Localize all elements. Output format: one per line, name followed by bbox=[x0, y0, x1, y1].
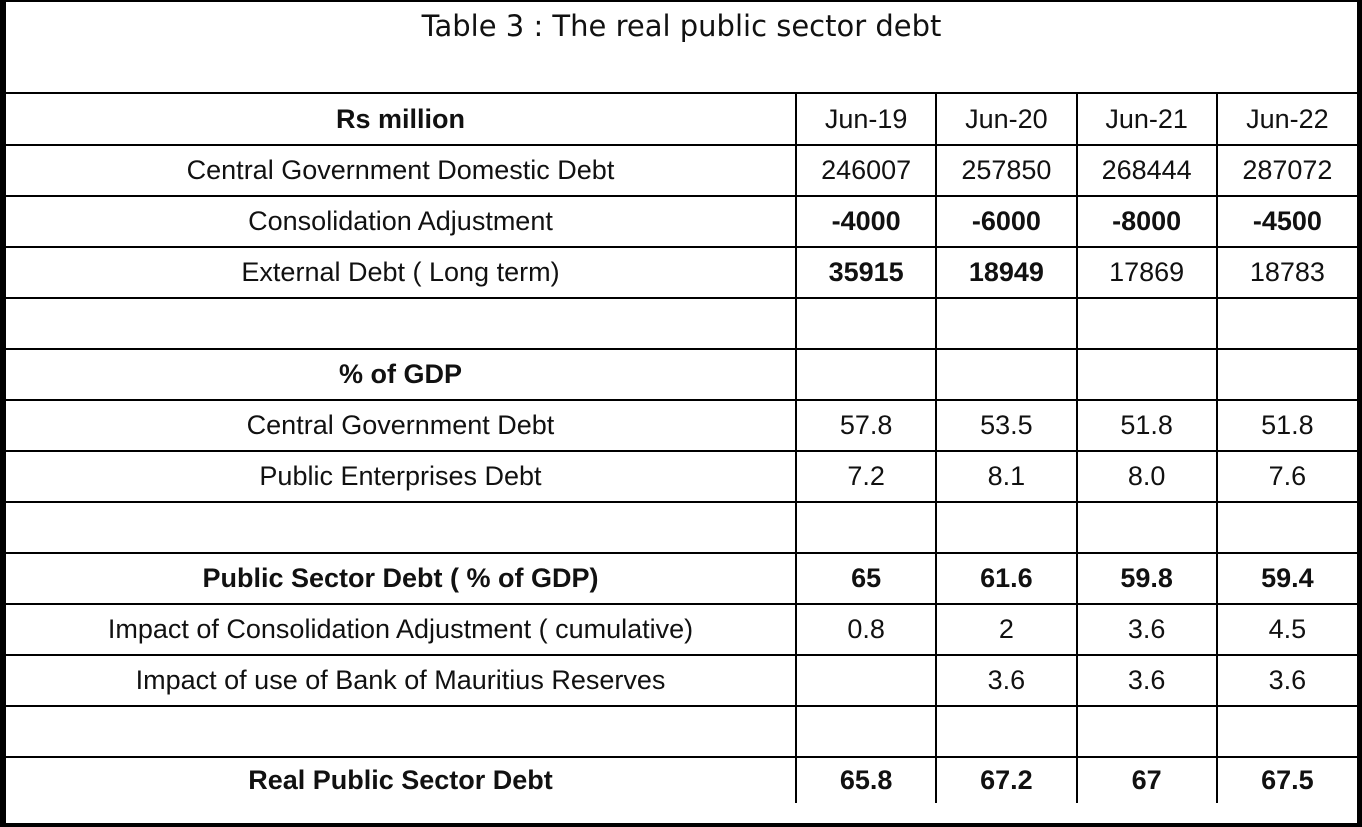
row-label: External Debt ( Long term) bbox=[6, 246, 796, 298]
value-cell: 246007 bbox=[794, 144, 937, 196]
table-row: Public Enterprises Debt 7.2 8.1 8.0 7.6 bbox=[6, 450, 1357, 502]
value-cell: -6000 bbox=[935, 195, 1077, 247]
row-label: Central Government Domestic Debt bbox=[6, 144, 796, 196]
value-cell: 67 bbox=[1075, 756, 1217, 803]
table-row: Impact of use of Bank of Mauritius Reser… bbox=[6, 654, 1357, 706]
table-row bbox=[6, 297, 1357, 349]
value-cell: -4500 bbox=[1215, 195, 1357, 247]
value-cell: -4000 bbox=[794, 195, 937, 247]
value-cell: 257850 bbox=[935, 144, 1077, 196]
row-label: % of GDP bbox=[6, 348, 796, 400]
value-cell bbox=[1075, 297, 1217, 349]
table-row bbox=[6, 501, 1357, 553]
value-cell: 59.8 bbox=[1075, 552, 1217, 604]
row-label bbox=[6, 705, 796, 757]
value-cell bbox=[1075, 348, 1217, 400]
value-cell bbox=[1075, 501, 1217, 553]
value-cell: 287072 bbox=[1215, 144, 1357, 196]
value-cell: 67.2 bbox=[935, 756, 1077, 803]
value-cell bbox=[794, 654, 937, 706]
value-cell: 35915 bbox=[794, 246, 937, 298]
value-cell: 8.0 bbox=[1075, 450, 1217, 502]
table-title: Table 3 : The real public sector debt bbox=[6, 2, 1357, 94]
value-cell: Jun-19 bbox=[794, 94, 937, 145]
row-label bbox=[6, 297, 796, 349]
row-label bbox=[6, 501, 796, 553]
value-cell: 7.6 bbox=[1215, 450, 1357, 502]
value-cell: 57.8 bbox=[794, 399, 937, 451]
table-row: Real Public Sector Debt 65.8 67.2 67 67.5 bbox=[6, 756, 1357, 803]
value-cell bbox=[1215, 297, 1357, 349]
value-cell bbox=[794, 297, 937, 349]
value-cell: 61.6 bbox=[935, 552, 1077, 604]
table-row bbox=[6, 705, 1357, 757]
table-row: Public Sector Debt ( % of GDP) 65 61.6 59.8… bbox=[6, 552, 1357, 604]
value-cell: 3.6 bbox=[1075, 654, 1217, 706]
value-cell: 18949 bbox=[935, 246, 1077, 298]
value-cell: 2 bbox=[935, 603, 1077, 655]
row-label: Consolidation Adjustment bbox=[6, 195, 796, 247]
row-label: Central Government Debt bbox=[6, 399, 796, 451]
value-cell bbox=[935, 348, 1077, 400]
table-row: Rs million Jun-19 Jun-20 Jun-21 Jun-22 bbox=[6, 94, 1357, 145]
value-cell: 4.5 bbox=[1215, 603, 1357, 655]
value-cell bbox=[935, 501, 1077, 553]
value-cell: 0.8 bbox=[794, 603, 937, 655]
table-row: Consolidation Adjustment -4000 -6000 -8000-… bbox=[6, 195, 1357, 247]
value-cell bbox=[794, 501, 937, 553]
table-row: Central Government Debt 57.8 53.5 51.8 51.8 bbox=[6, 399, 1357, 451]
value-cell: 268444 bbox=[1075, 144, 1217, 196]
row-label: Real Public Sector Debt bbox=[6, 756, 796, 803]
table-row: External Debt ( Long term) 35915 18949 1786… bbox=[6, 246, 1357, 298]
value-cell: 59.4 bbox=[1215, 552, 1357, 604]
row-label: Impact of Consolidation Adjustment ( cum… bbox=[6, 603, 796, 655]
value-cell: 53.5 bbox=[935, 399, 1077, 451]
value-cell bbox=[935, 705, 1077, 757]
value-cell: 3.6 bbox=[1215, 654, 1357, 706]
value-cell: 17869 bbox=[1075, 246, 1217, 298]
table-row: Impact of Consolidation Adjustment ( cum… bbox=[6, 603, 1357, 655]
value-cell bbox=[1215, 501, 1357, 553]
value-cell: Jun-22 bbox=[1215, 94, 1357, 145]
row-label: Public Sector Debt ( % of GDP) bbox=[6, 552, 796, 604]
value-cell: 3.6 bbox=[1075, 603, 1217, 655]
table-row: % of GDP bbox=[6, 348, 1357, 400]
debt-table-body: Rs million Jun-19 Jun-20 Jun-21 Jun-22 Centra… bbox=[6, 94, 1357, 803]
value-cell: 65 bbox=[794, 552, 937, 604]
value-cell bbox=[935, 297, 1077, 349]
value-cell bbox=[794, 348, 937, 400]
row-label: Impact of use of Bank of Mauritius Reser… bbox=[6, 654, 796, 706]
value-cell: 51.8 bbox=[1215, 399, 1357, 451]
value-cell bbox=[794, 705, 937, 757]
value-cell: 7.2 bbox=[794, 450, 937, 502]
value-cell: 18783 bbox=[1215, 246, 1357, 298]
row-label: Rs million bbox=[335, 103, 465, 134]
value-cell: 67.5 bbox=[1215, 756, 1357, 803]
value-cell: Jun-21 bbox=[1075, 94, 1217, 145]
value-cell: 51.8 bbox=[1075, 399, 1217, 451]
table-row: Central Government Domestic Debt 246007 25… bbox=[6, 144, 1357, 196]
value-cell: 8.1 bbox=[935, 450, 1077, 502]
value-cell: 65.8 bbox=[794, 756, 937, 803]
row-label: Public Enterprises Debt bbox=[6, 450, 796, 502]
value-cell bbox=[1215, 705, 1357, 757]
debt-table: Rs million Jun-19 Jun-20 Jun-21 Jun-22 Centra… bbox=[6, 94, 1357, 803]
value-cell: Jun-20 bbox=[935, 94, 1077, 145]
value-cell bbox=[1075, 705, 1217, 757]
value-cell bbox=[1215, 348, 1357, 400]
value-cell: 3.6 bbox=[935, 654, 1077, 706]
value-cell: -8000 bbox=[1075, 195, 1217, 247]
